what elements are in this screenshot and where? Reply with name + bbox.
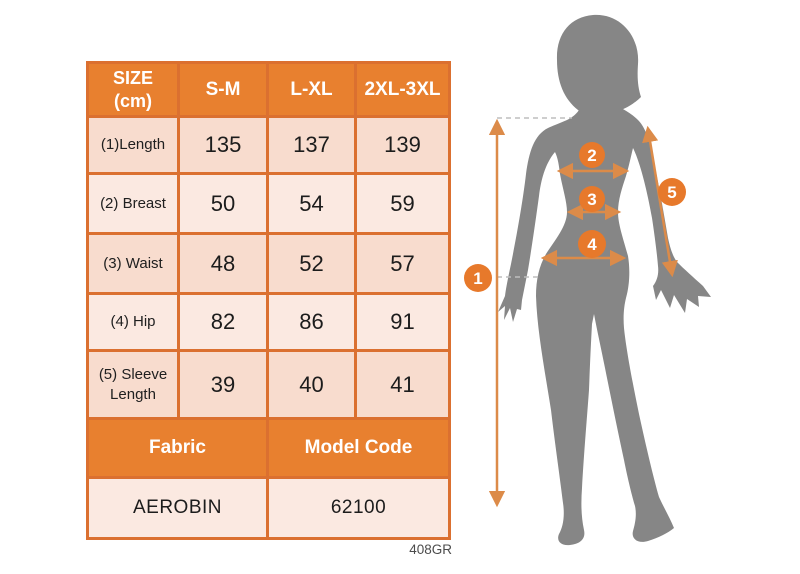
product-code: 408GR [409,542,452,557]
value-sleeve-lxl: 40 [269,352,354,417]
measurement-markers: 1 2 3 4 5 [464,142,686,292]
value-waist-sm: 48 [180,235,266,292]
value-hip-sm: 82 [180,295,266,349]
marker-4-number: 4 [587,235,597,254]
row-label-breast: (2) Breast [89,175,177,232]
fabric-header: Fabric [89,420,266,476]
column-header-s-m: S-M [180,64,266,115]
marker-2-number: 2 [587,146,596,165]
measurement-arrows [488,118,678,508]
value-sleeve-2xl: 41 [357,352,448,417]
fabric-value: AEROBIN [89,479,266,537]
value-waist-lxl: 52 [269,235,354,292]
value-length-lxl: 137 [269,118,354,172]
row-label-waist: (3) Waist [89,235,177,292]
column-header-l-xl: L-XL [269,64,354,115]
female-body-silhouette [498,14,711,546]
marker-1-number: 1 [473,269,482,288]
value-length-sm: 135 [180,118,266,172]
value-sleeve-sm: 39 [180,352,266,417]
row-label-length: (1)Length [89,118,177,172]
marker-2: 2 [579,142,605,168]
table-corner-header: SIZE (cm) [89,64,177,115]
column-header-2xl-3xl: 2XL-3XL [357,64,448,115]
model-code-header: Model Code [269,420,448,476]
value-breast-2xl: 59 [357,175,448,232]
marker-5-number: 5 [667,183,676,202]
measurement-diagram: 1 2 3 4 5 [464,14,711,546]
marker-4: 4 [578,230,606,258]
head-silhouette [556,14,641,117]
model-code-value: 62100 [269,479,448,537]
value-hip-2xl: 91 [357,295,448,349]
value-length-2xl: 139 [357,118,448,172]
marker-1: 1 [464,264,492,292]
value-hip-lxl: 86 [269,295,354,349]
marker-3: 3 [579,186,605,212]
row-label-hip: (4) Hip [89,295,177,349]
marker-3-number: 3 [587,190,596,209]
marker-5: 5 [658,178,686,206]
value-breast-sm: 50 [180,175,266,232]
row-label-sleeve-length: (5) Sleeve Length [89,352,177,417]
value-waist-2xl: 57 [357,235,448,292]
sleeve-arrow [642,125,678,278]
size-table: SIZE (cm) S-M L-XL 2XL-3XL (1)Length 135… [86,61,451,540]
value-breast-lxl: 54 [269,175,354,232]
